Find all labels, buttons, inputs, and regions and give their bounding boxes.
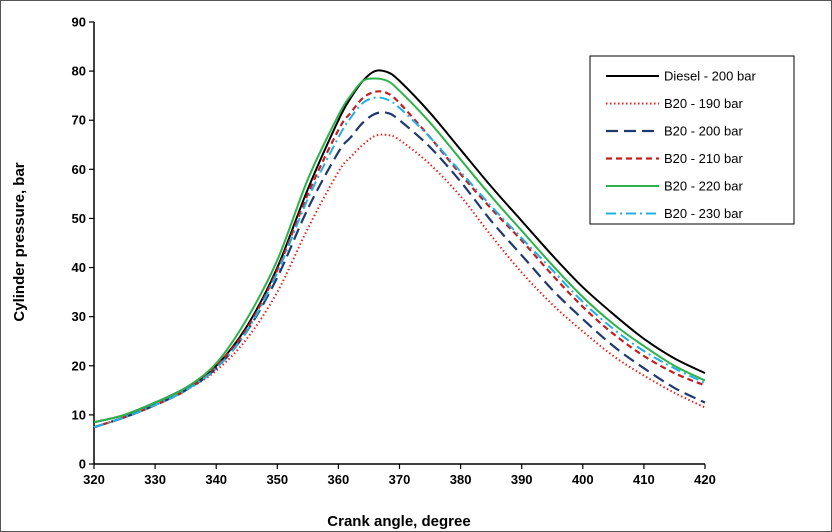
y-tick-label: 10 xyxy=(72,407,86,422)
y-tick-label: 60 xyxy=(72,162,86,177)
y-tick-label: 80 xyxy=(72,64,86,79)
legend-label-6: B20 - 230 bar xyxy=(664,206,743,221)
x-tick-label: 370 xyxy=(389,472,411,487)
series-line-6 xyxy=(93,96,706,429)
y-tick-label: 20 xyxy=(72,358,86,373)
x-tick-label: 340 xyxy=(205,472,227,487)
x-tick-label: 420 xyxy=(694,472,716,487)
x-tick-label: 350 xyxy=(266,472,288,487)
legend: Diesel - 200 bar B20 - 190 bar B20 - 200 b… xyxy=(589,55,795,225)
legend-label-3: B20 - 200 bar xyxy=(664,124,743,139)
y-tick-label: 50 xyxy=(72,211,86,226)
y-tick-label: 30 xyxy=(72,309,86,324)
legend-box xyxy=(589,55,795,225)
x-tick-label: 390 xyxy=(511,472,533,487)
legend-label-2: B20 - 190 bar xyxy=(664,96,743,111)
x-tick-label: 320 xyxy=(83,472,105,487)
legend-label-1: Diesel - 200 bar xyxy=(664,69,756,84)
x-tick-label: 410 xyxy=(633,472,655,487)
x-tick-label: 380 xyxy=(450,472,472,487)
series-line-5 xyxy=(93,77,706,424)
series-line-4 xyxy=(93,90,706,429)
legend-label-5: B20 - 220 bar xyxy=(664,179,743,194)
y-axis-label: Cylinder pressure, bar xyxy=(11,162,28,321)
series-layer xyxy=(93,69,706,429)
y-tick-label: 70 xyxy=(72,113,86,128)
x-tick-label: 400 xyxy=(572,472,594,487)
series-line-1 xyxy=(93,69,706,424)
y-tick-label: 40 xyxy=(72,260,86,275)
x-tick-label: 360 xyxy=(328,472,350,487)
y-tick-label: 0 xyxy=(79,457,86,472)
x-tick-label: 330 xyxy=(144,472,166,487)
legend-label-4: B20 - 210 bar xyxy=(664,151,743,166)
axes: 0 10 20 30 40 50 60 70 80 90 320 330 340 350 360 370 380… xyxy=(72,15,716,488)
x-axis-label: Crank angle, degree xyxy=(327,513,470,530)
y-tick-label: 90 xyxy=(72,15,86,30)
